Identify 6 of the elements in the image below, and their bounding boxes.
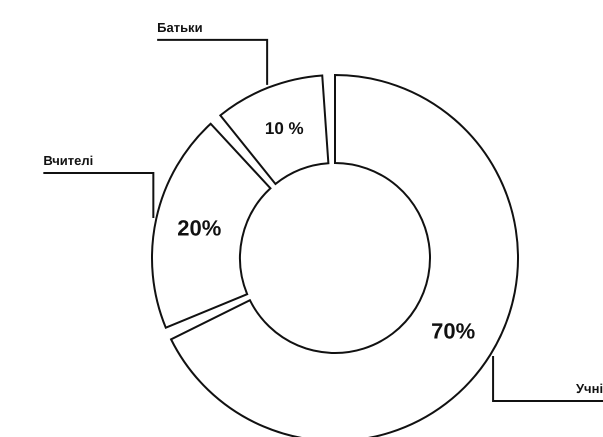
slice-label: Батьки [157,20,203,35]
data-label: 20% [177,216,222,241]
slice-label: Учні [576,381,603,396]
data-label: 70% [431,318,476,344]
data-label: 10 % [264,119,304,138]
slice-label: Вчителі [43,153,94,168]
